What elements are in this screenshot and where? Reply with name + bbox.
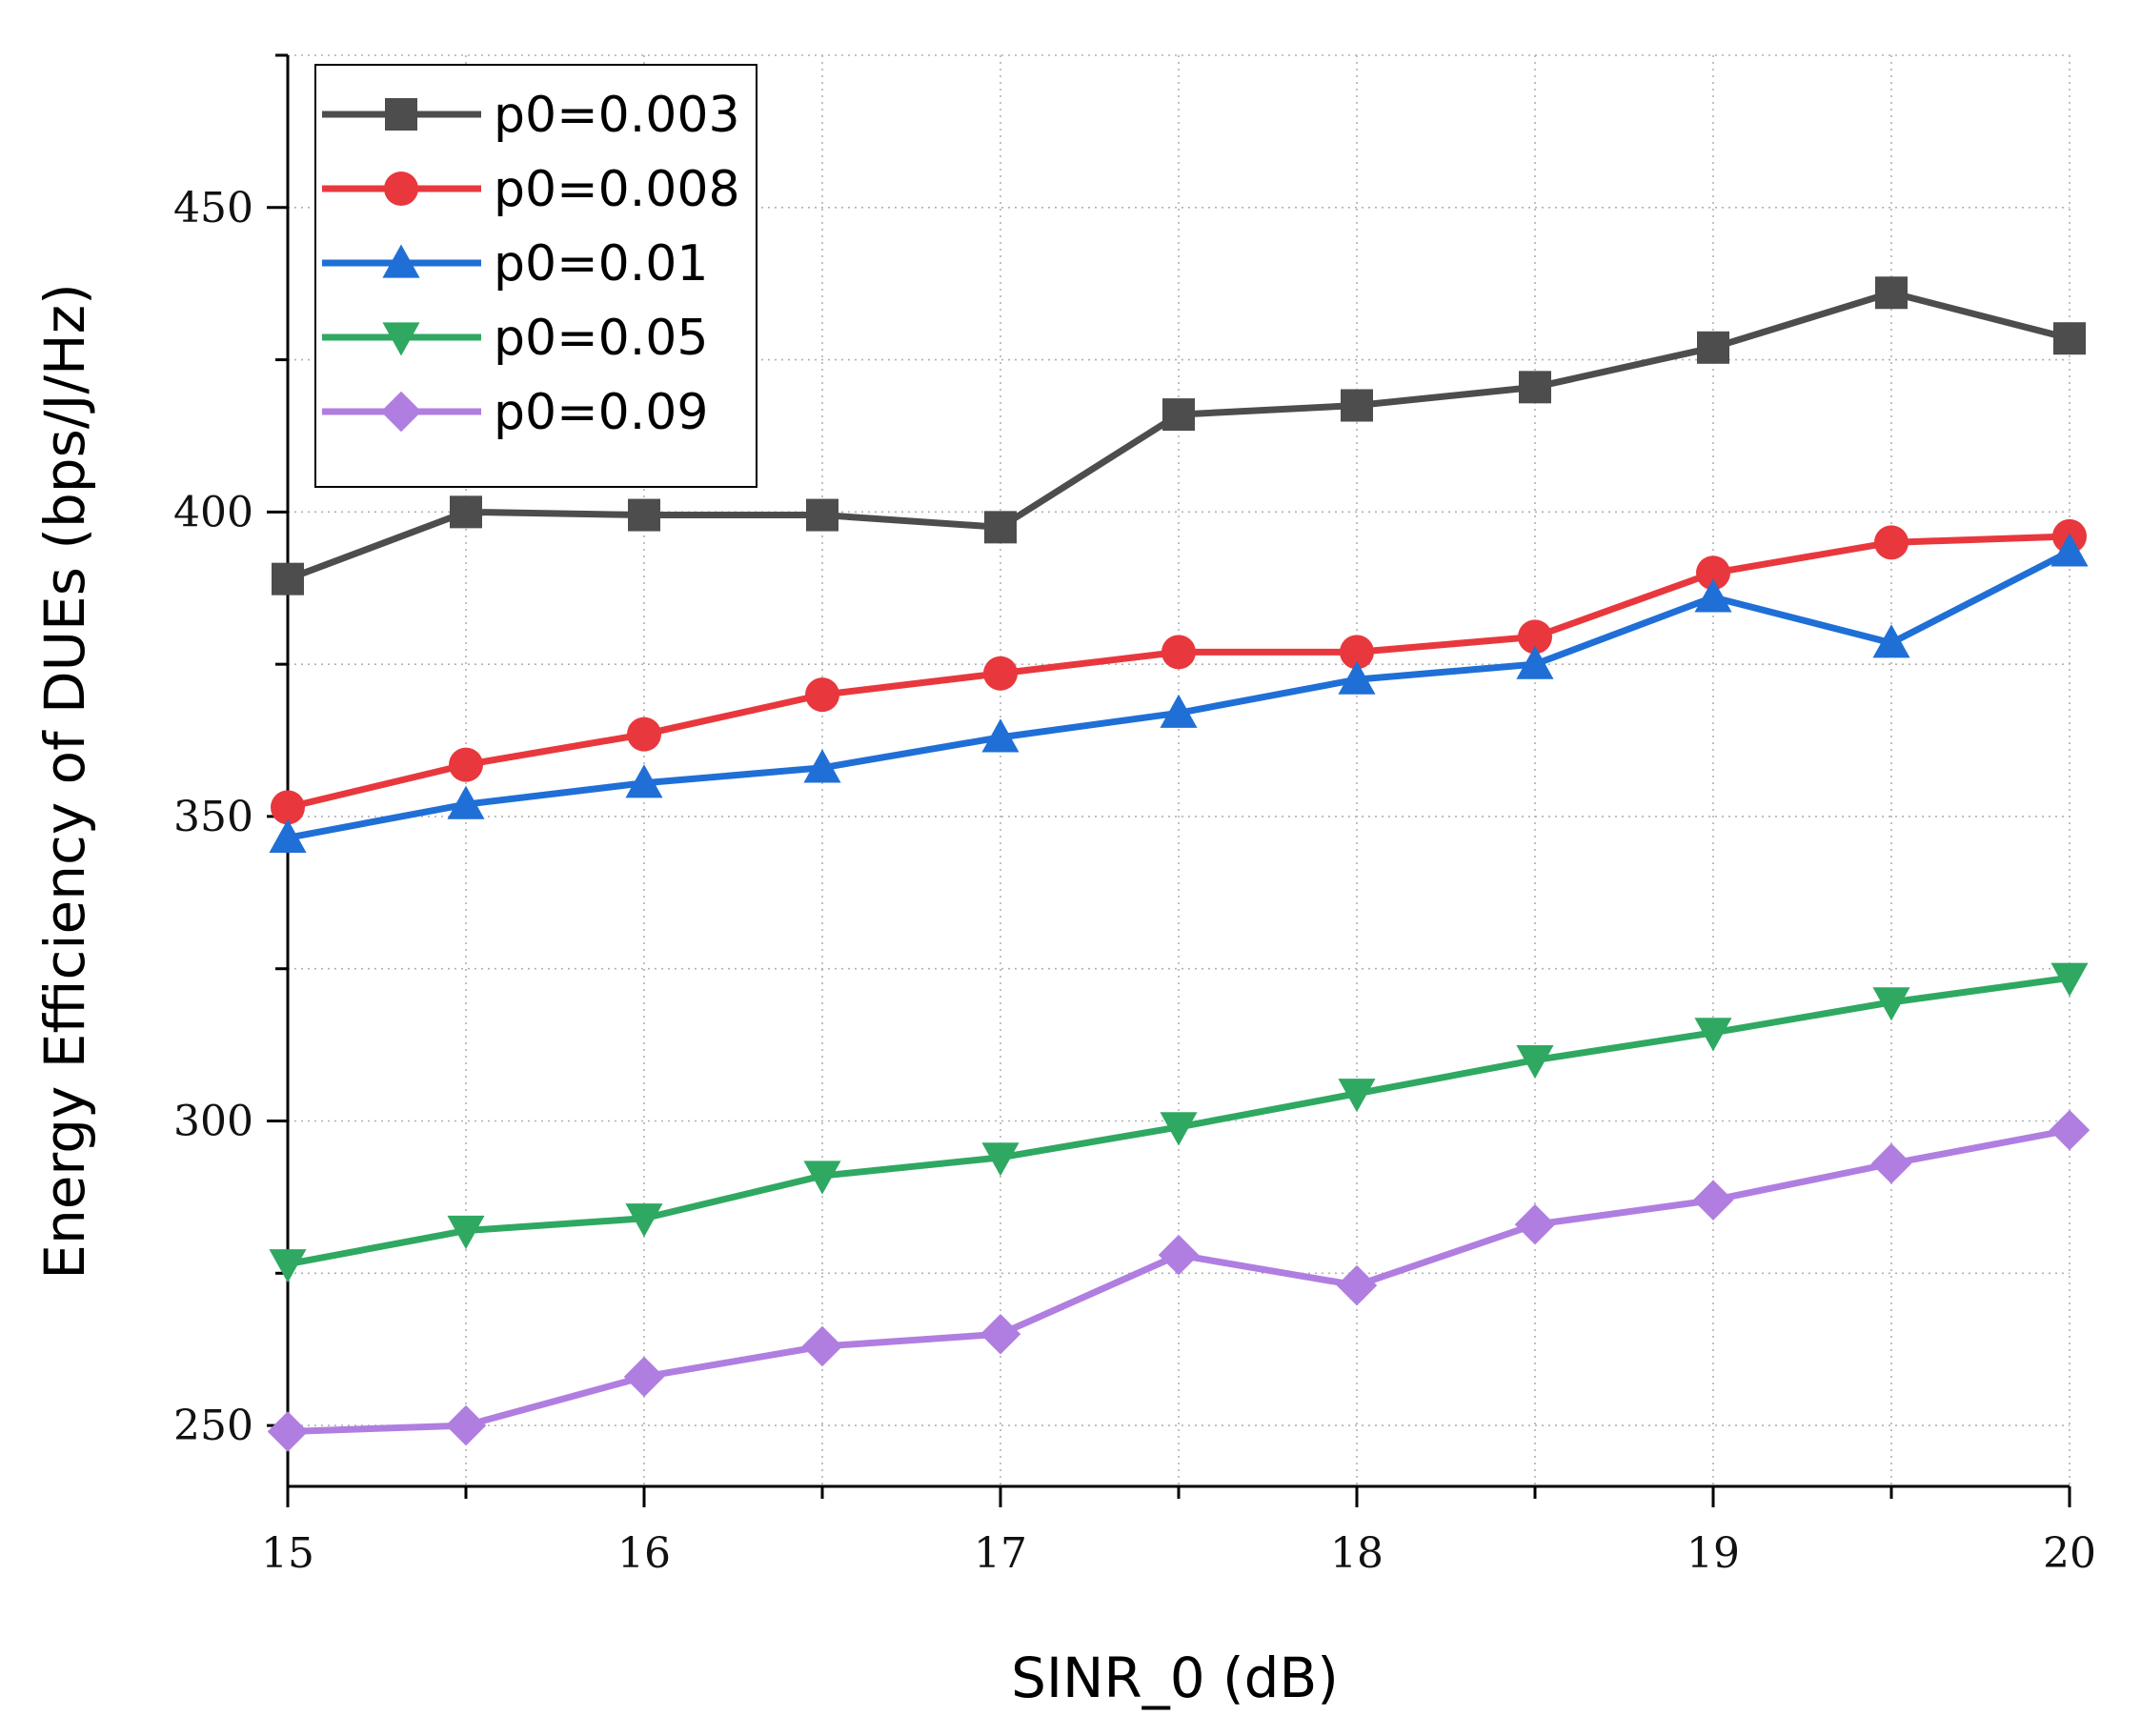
data-point (1875, 276, 1908, 310)
x-axis-title: SINR_0 (dB) (1011, 1645, 1339, 1710)
data-point (1692, 1180, 1734, 1221)
axes (267, 53, 2071, 1507)
series-p0=0.09 (267, 1109, 2091, 1452)
series-p0=0.003 (272, 276, 2086, 595)
legend-label: p0=0.09 (494, 384, 708, 441)
data-point (803, 1161, 841, 1195)
data-point (805, 677, 839, 713)
data-point (981, 1142, 1020, 1177)
x-tick-label: 16 (617, 1529, 671, 1578)
data-point (1516, 1044, 1554, 1080)
y-axis-title: Energy Efficiency of DUEs (bps/J/Hz) (32, 283, 97, 1279)
data-point (449, 747, 483, 782)
legend-item: p0=0.003 (322, 87, 740, 144)
data-point (1158, 1234, 1200, 1276)
data-point (1514, 1203, 1556, 1245)
legend-label: p0=0.05 (494, 310, 708, 367)
data-point (1694, 578, 1732, 613)
data-point (1696, 555, 1730, 591)
data-point (625, 764, 663, 798)
data-point (1694, 1018, 1732, 1052)
x-tick-label: 19 (1687, 1529, 1740, 1578)
data-point (1518, 619, 1552, 655)
data-point (269, 1249, 307, 1283)
series-p0=0.01 (269, 533, 2089, 853)
data-point (1874, 525, 1909, 560)
data-point (445, 1404, 487, 1446)
tick-labels: 15 16 17 18 19 20 250 300 350 400 450 (173, 184, 2096, 1578)
y-tick-label: 300 (173, 1098, 253, 1146)
legend-label: p0=0.01 (494, 235, 708, 293)
y-tick-label: 400 (173, 488, 253, 536)
series-p0=0.05 (269, 962, 2089, 1283)
legend-item: p0=0.05 (322, 310, 708, 367)
data-point (983, 656, 1018, 691)
data-point (803, 749, 841, 783)
legend-marker (380, 391, 422, 433)
legend-marker (382, 322, 420, 356)
data-point (1162, 398, 1195, 432)
data-point (1338, 1079, 1376, 1113)
legend-label: p0=0.008 (494, 161, 740, 218)
legend-item: p0=0.09 (322, 384, 708, 441)
data-point (450, 495, 482, 529)
data-point (1160, 694, 1198, 728)
legend-item: p0=0.008 (322, 161, 740, 218)
data-point (1160, 1112, 1198, 1146)
data-point (1872, 624, 1910, 658)
data-point (1516, 645, 1554, 679)
data-point (447, 1215, 485, 1250)
x-tick-label: 17 (974, 1529, 1027, 1578)
data-point (2050, 962, 2089, 997)
series-group (267, 276, 2091, 1452)
y-tick-label: 450 (173, 184, 253, 232)
data-point (1161, 635, 1196, 670)
data-point (1336, 1264, 1378, 1306)
legend-label: p0=0.003 (494, 87, 740, 144)
data-point (1341, 389, 1373, 422)
legend: p0=0.003 p0=0.008 p0=0.01 p0=0.05 p0=0.09 (314, 64, 757, 488)
data-point (628, 498, 660, 532)
series-p0=0.008 (271, 518, 2087, 825)
data-point (2049, 1109, 2091, 1151)
data-point (980, 1313, 1021, 1355)
data-point (1872, 987, 1910, 1021)
data-point (271, 790, 305, 825)
x-tick-label: 20 (2043, 1529, 2096, 1578)
data-point (1338, 660, 1376, 695)
legend-item: p0=0.01 (322, 235, 708, 293)
data-point (272, 562, 304, 595)
data-point (984, 511, 1017, 544)
data-point (1870, 1143, 1912, 1184)
data-point (806, 498, 838, 532)
data-point (447, 785, 485, 819)
legend-marker (385, 98, 417, 131)
data-point (2050, 533, 2089, 567)
data-point (1340, 635, 1374, 670)
data-point (267, 1411, 309, 1452)
data-point (625, 1203, 663, 1238)
data-point (2053, 322, 2086, 355)
x-tick-label: 15 (261, 1529, 314, 1578)
data-point (981, 718, 1020, 753)
data-point (269, 818, 307, 853)
data-point (627, 717, 661, 752)
x-tick-label: 18 (1330, 1529, 1384, 1578)
data-point (623, 1356, 665, 1398)
y-tick-label: 350 (173, 793, 253, 841)
legend-marker (382, 244, 420, 278)
data-point (801, 1325, 843, 1367)
data-point (1519, 371, 1551, 404)
data-point (1697, 331, 1729, 364)
y-tick-label: 250 (173, 1402, 253, 1450)
legend-marker (384, 172, 418, 206)
